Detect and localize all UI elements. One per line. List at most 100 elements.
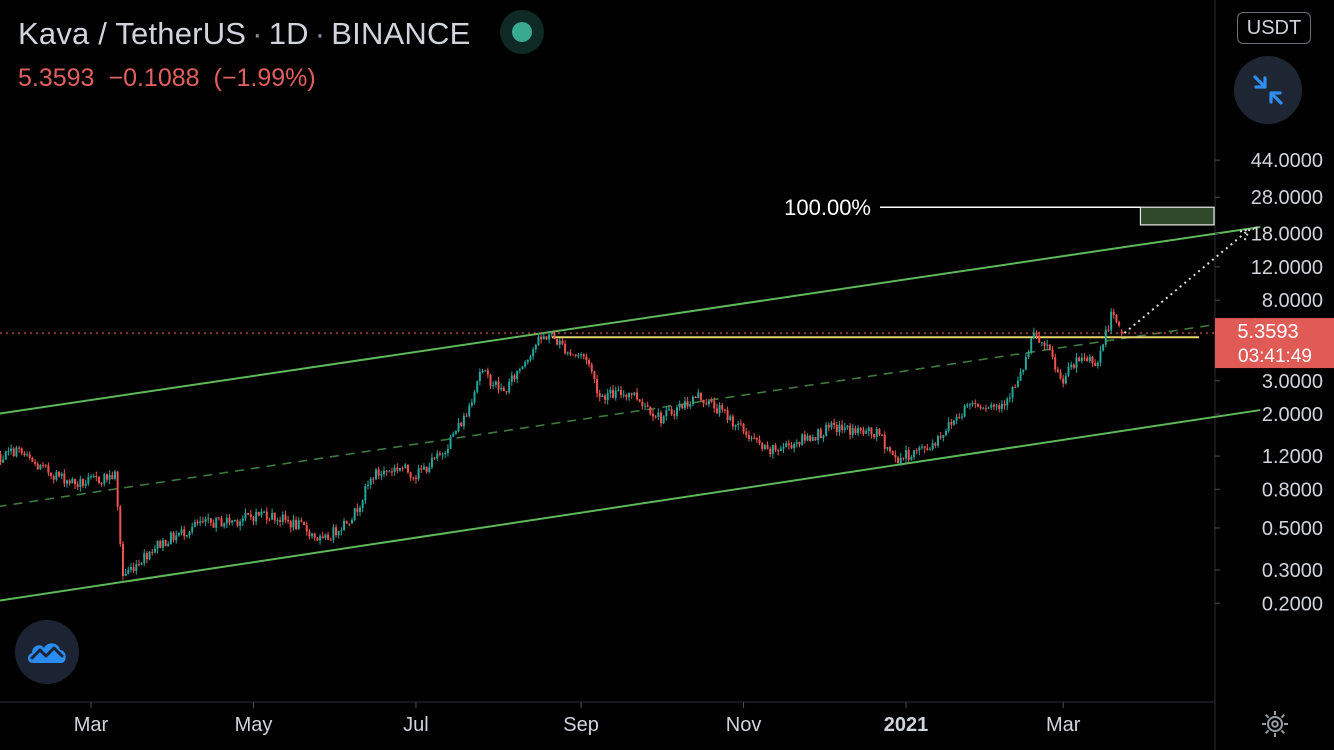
candle-body [1030,338,1033,352]
candle-body [63,473,66,484]
candle-body [1024,356,1027,370]
symbol-header[interactable]: Kava / TetherUS · 1D · BINANCE [18,10,545,58]
candle-body [542,336,545,340]
candle-body [100,482,103,484]
last-price-badge-value: 5.3593 [1237,321,1298,343]
candle-body [609,389,612,394]
candle-body [369,478,372,485]
candle-body [145,553,148,560]
candle-body [1083,357,1086,359]
candle-body [713,401,716,409]
candle-body [721,405,724,410]
candle-body [667,409,670,411]
candle-body [966,404,969,406]
candle-body [1112,311,1115,315]
chart-axes [0,0,1216,750]
candle-body [944,430,947,436]
candle-body [199,521,202,524]
candle-body [177,533,180,536]
candle-body [10,448,13,452]
tradingview-logo[interactable] [15,620,79,684]
candle-body [785,443,788,447]
interval-label[interactable]: 1D [268,16,309,52]
candle-body [854,428,857,434]
candle-body [111,474,114,479]
candle-body [481,371,484,373]
candle-body [444,452,447,455]
candle-body [273,512,276,521]
candle-body [255,511,258,522]
candle-body [233,520,236,522]
candle-body [982,408,985,410]
candle-body [15,447,18,457]
candle-body [673,414,676,416]
candle-body [87,476,90,484]
time-tick-label: Nov [726,714,762,736]
candle-body [92,475,95,477]
candle-body [47,465,50,473]
last-price-badge [1215,318,1334,369]
price-tick-label: 18.0000 [1251,224,1323,246]
collapse-button[interactable] [1234,56,1302,124]
candle-body [851,428,854,435]
candle-body [814,437,817,441]
candle-body [817,429,820,441]
candle-body [225,518,228,524]
candle-body [500,388,503,390]
price-scale[interactable]: 44.0000 28.0000 18.0000 12.0000 8.0000 3.0000… [1215,150,1334,615]
candle-body [1011,386,1014,398]
candle-body [1056,369,1059,373]
candle-body [881,434,884,436]
market-status-icon[interactable] [500,10,545,54]
candle-body [1072,364,1075,368]
candle-body [508,381,511,393]
candle-body [1054,357,1057,370]
time-scale[interactable]: Mar May Jul Sep Nov 2021 Mar [74,702,1081,736]
candle-body [183,529,186,537]
candle-body [628,393,631,398]
candle-body [428,467,431,472]
candle-body [305,525,308,532]
currency-unit-badge[interactable]: USDT [1237,12,1311,44]
candle-body [388,471,391,473]
candle-body [79,479,82,487]
candle-body [902,457,905,459]
candle-body [689,404,692,407]
candle-body [718,405,721,414]
candle-body [630,393,633,395]
candle-body [819,429,822,439]
candle-body [958,416,961,418]
candle-body [55,472,58,480]
price-tick-label: 0.5000 [1262,518,1323,540]
candle-body [774,444,777,451]
candle-body [622,394,625,396]
price-tick-label: 12.0000 [1251,257,1323,279]
separator: · [252,16,263,52]
candle-body [715,408,718,414]
candle-body [446,448,449,453]
candle-body [422,466,425,470]
candle-body [697,392,700,399]
candle-body [241,518,244,522]
candle-body [582,354,585,357]
candle-body [747,435,750,439]
candle-body [574,354,577,356]
candle-body [337,531,340,536]
candle-body [638,399,641,402]
candle-body [193,521,196,527]
price-change-percent: (−1.99%) [213,64,316,92]
candle-body [180,529,183,534]
gear-icon[interactable] [1259,708,1291,740]
candle-body [361,500,364,508]
candle-body [862,430,865,434]
candle-body [1048,344,1051,350]
candle-body [74,478,77,485]
candle-body [1107,329,1110,331]
candle-body [641,401,644,406]
candle-body [1080,357,1083,362]
candle-body [995,405,998,407]
candle-body [526,359,529,363]
candle-body [913,450,916,457]
candle-body [359,507,362,513]
